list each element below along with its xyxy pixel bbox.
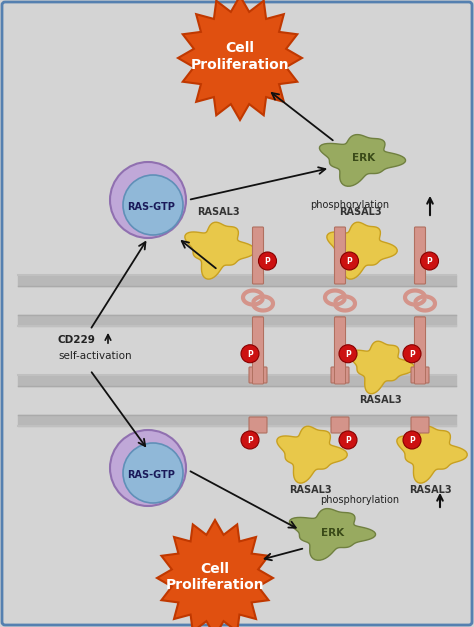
Circle shape [110,430,186,506]
Text: Cell: Cell [201,562,229,576]
FancyBboxPatch shape [335,317,346,384]
Text: ERK: ERK [321,528,345,538]
FancyBboxPatch shape [331,367,349,383]
Polygon shape [290,508,375,561]
FancyBboxPatch shape [253,227,264,284]
Text: ERK: ERK [353,153,375,163]
Text: phosphorylation: phosphorylation [320,495,400,505]
Circle shape [339,431,357,449]
FancyBboxPatch shape [335,317,346,369]
Text: CD229: CD229 [58,335,96,345]
Circle shape [258,252,276,270]
Circle shape [420,252,438,270]
Text: Cell: Cell [226,41,255,55]
Text: P: P [345,436,351,445]
Circle shape [123,175,183,235]
Text: RASAL3: RASAL3 [289,485,331,495]
FancyBboxPatch shape [411,367,429,383]
Circle shape [403,345,421,363]
FancyBboxPatch shape [253,317,264,369]
Polygon shape [185,222,255,279]
Circle shape [241,345,259,363]
FancyBboxPatch shape [411,417,429,433]
FancyBboxPatch shape [331,417,349,433]
Polygon shape [327,222,397,279]
Text: P: P [427,257,432,266]
FancyBboxPatch shape [249,417,267,433]
Circle shape [241,431,259,449]
FancyBboxPatch shape [335,227,346,284]
FancyBboxPatch shape [249,367,267,383]
Polygon shape [277,426,347,483]
Text: P: P [247,436,253,445]
Circle shape [110,162,186,238]
Text: self-activation: self-activation [58,351,132,361]
Text: P: P [247,350,253,359]
Circle shape [339,345,357,363]
FancyBboxPatch shape [414,317,426,384]
Circle shape [340,252,358,270]
Text: RASAL3: RASAL3 [409,485,451,495]
Text: phosphorylation: phosphorylation [310,200,390,210]
Text: RASAL3: RASAL3 [359,395,401,405]
Polygon shape [319,135,406,186]
FancyBboxPatch shape [253,317,264,384]
Polygon shape [397,426,467,483]
Polygon shape [349,341,414,394]
Circle shape [403,431,421,449]
Polygon shape [157,520,273,627]
Text: Proliferation: Proliferation [166,578,264,592]
Text: P: P [409,436,415,445]
Polygon shape [178,0,302,120]
FancyBboxPatch shape [414,317,426,369]
Text: Proliferation: Proliferation [191,58,289,72]
Text: RASAL3: RASAL3 [197,207,239,217]
Text: P: P [264,257,270,266]
Circle shape [123,443,183,503]
FancyBboxPatch shape [414,227,426,284]
Text: P: P [345,350,351,359]
Text: RAS-GTP: RAS-GTP [127,202,175,212]
Text: RASAL3: RASAL3 [339,207,381,217]
Text: P: P [409,350,415,359]
Text: RAS-GTP: RAS-GTP [127,470,175,480]
Text: P: P [346,257,352,266]
